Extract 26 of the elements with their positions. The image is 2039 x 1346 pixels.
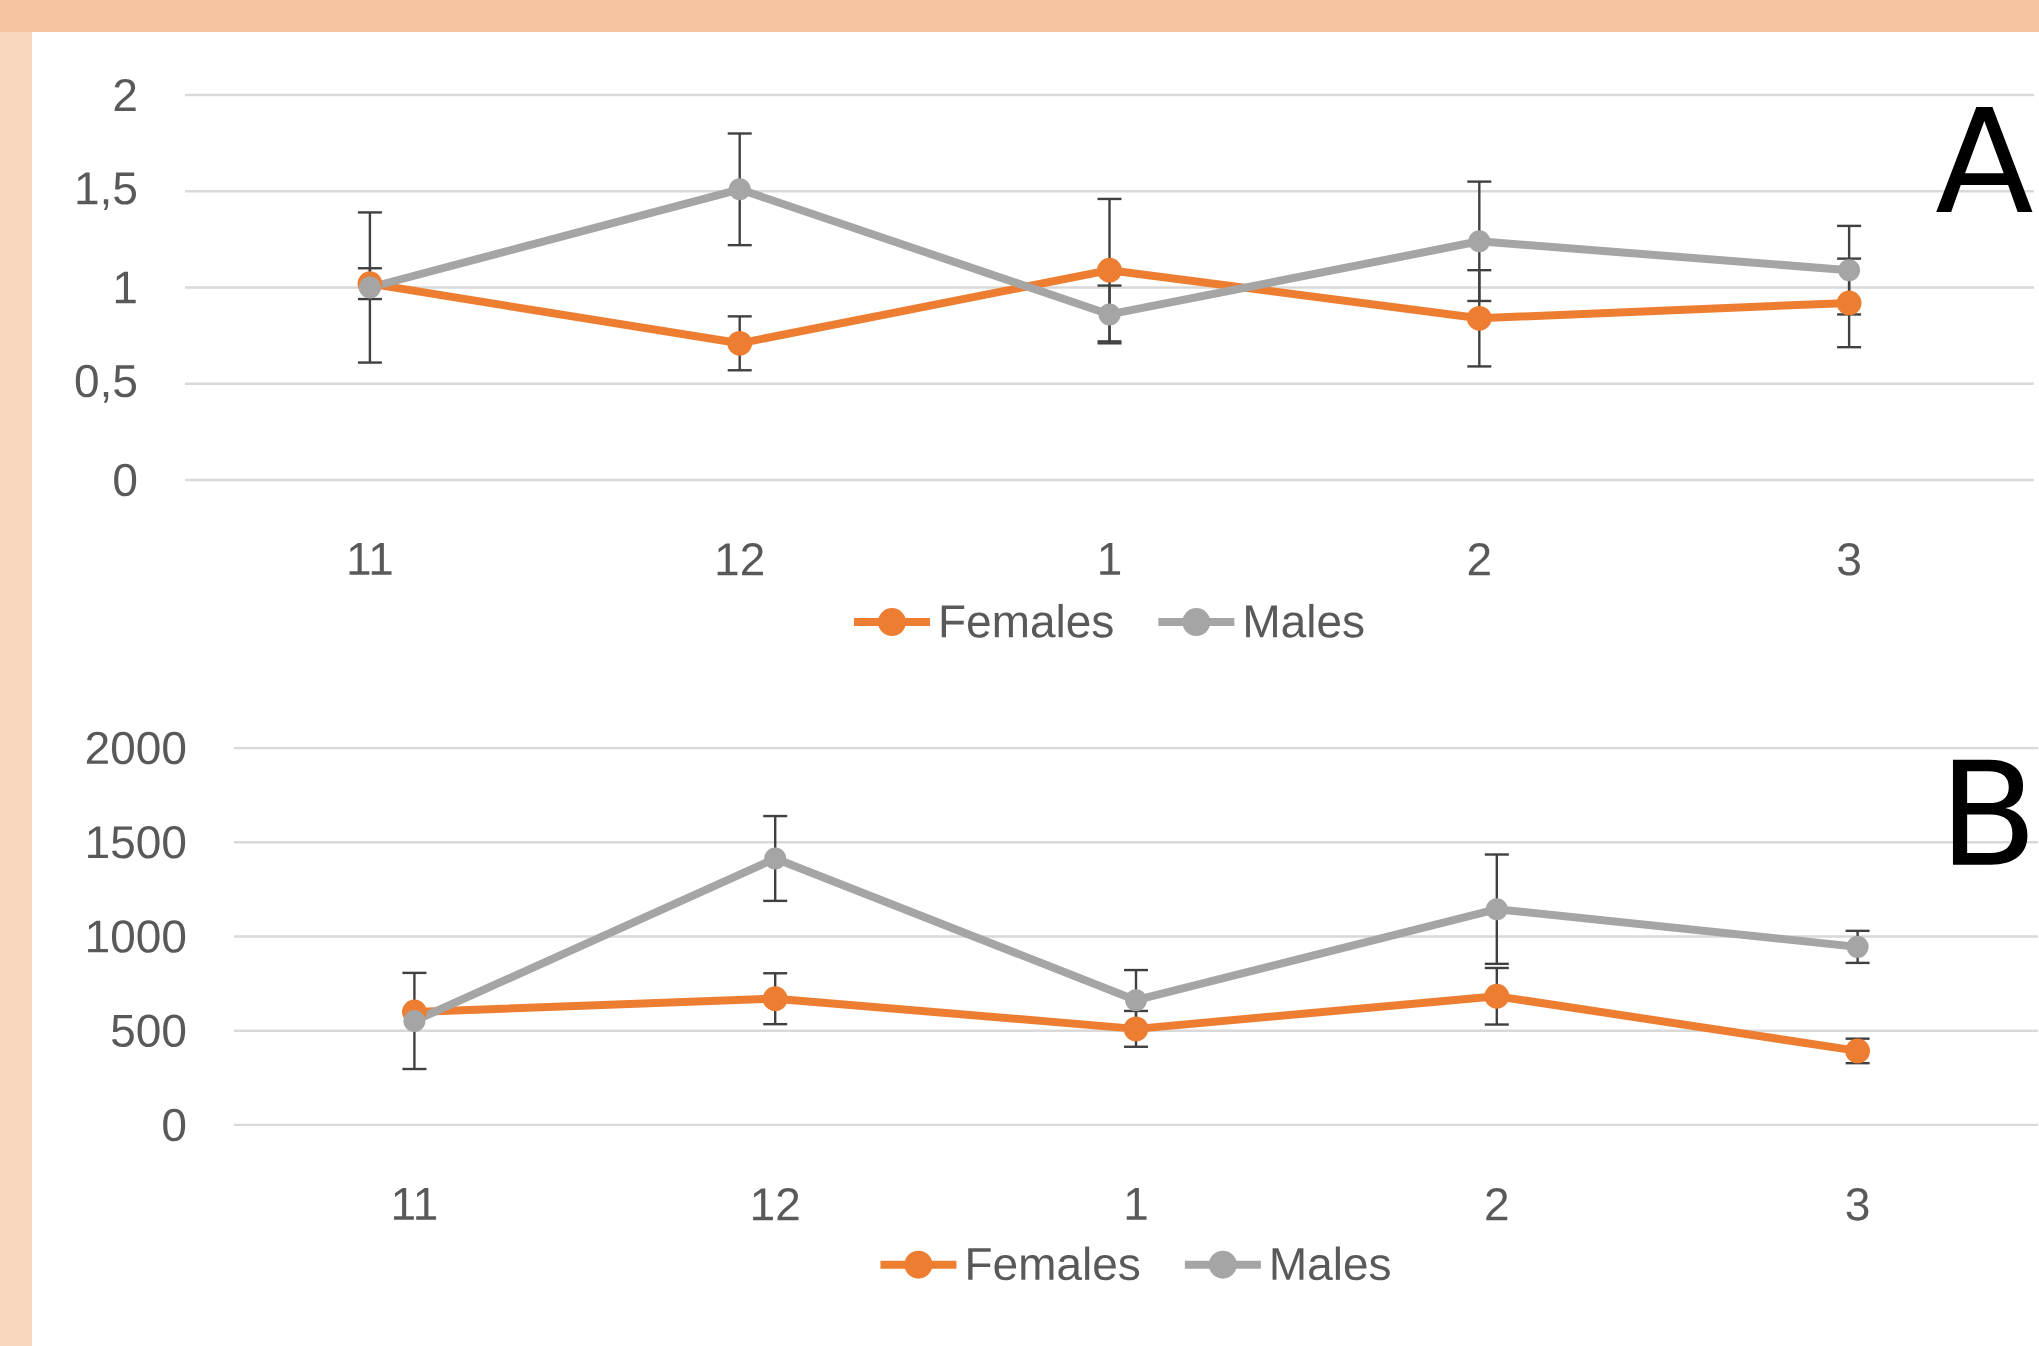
x-tick-label: 11: [349, 543, 392, 575]
x-tick-label: 3: [1846, 1188, 1869, 1221]
y-tick-label: 2000: [86, 731, 186, 765]
annotation: B: [1952, 759, 2028, 865]
x-tick-label: 2: [1486, 1188, 1508, 1221]
x-tick-label: 3: [1838, 543, 1860, 576]
annotation: A: [1936, 106, 2033, 212]
x-tick-label: 1: [1100, 543, 1121, 575]
legend-label: Males: [1272, 1246, 1390, 1281]
y-tick-label: 0: [114, 463, 137, 497]
y-tick-label: 1000: [88, 920, 186, 953]
y-tick-label: 2: [114, 78, 136, 112]
x-tick-label: 12: [717, 543, 763, 576]
y-tick-label: 0: [163, 1108, 186, 1142]
x-tick-label: 1: [1126, 1188, 1147, 1220]
legend-label: Females: [941, 603, 1113, 638]
x-tick-label: 11: [394, 1188, 437, 1220]
x-tick-label: 2: [1468, 543, 1490, 576]
y-tick-label: 1,5: [77, 172, 137, 211]
y-tick-label: 0,5: [75, 364, 137, 403]
legend-label: Males: [1246, 603, 1364, 638]
y-tick-label: 1500: [88, 825, 186, 859]
y-tick-label: 500: [112, 1014, 186, 1048]
y-tick-label: 1: [115, 271, 136, 304]
x-tick-label: 12: [753, 1188, 799, 1221]
legend-label: Females: [968, 1246, 1140, 1281]
